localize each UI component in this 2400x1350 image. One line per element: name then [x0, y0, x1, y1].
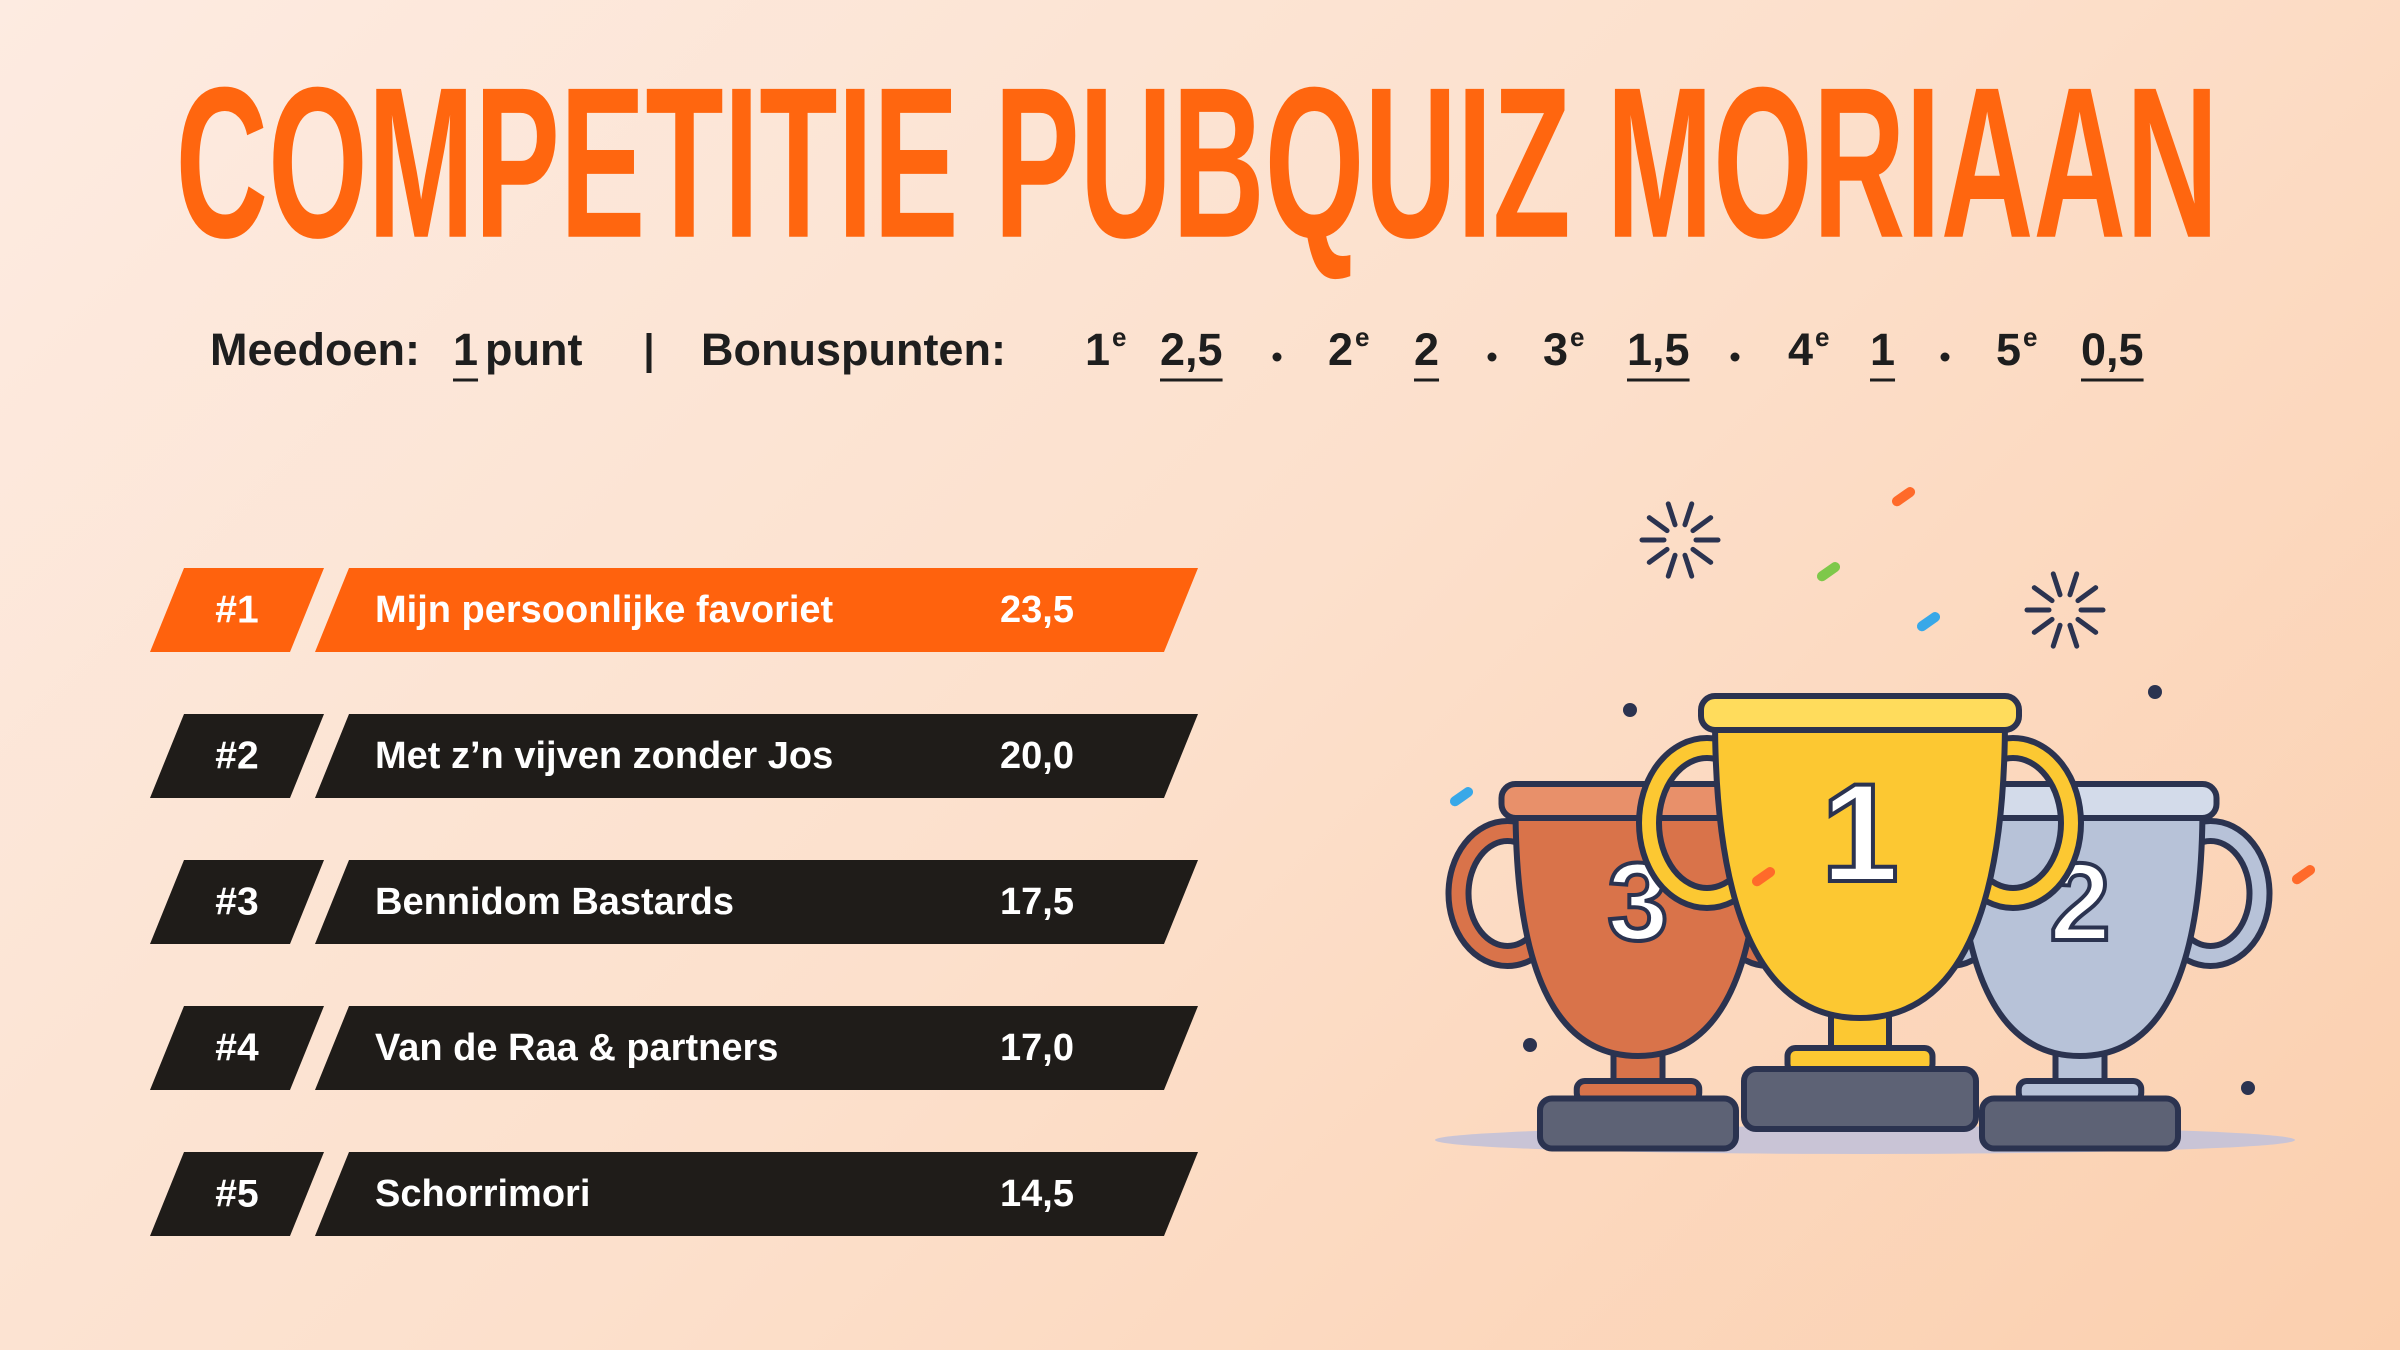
dot [1623, 703, 1637, 717]
team-name: Schorrimori [375, 1173, 590, 1215]
sparkle [2075, 616, 2099, 635]
place-suffix: e [2023, 322, 2037, 352]
confetti [1449, 787, 1474, 807]
dot [1523, 1038, 1537, 1052]
rank: #1 [215, 588, 258, 631]
bonus-points: 2 [1414, 324, 1439, 375]
participation-points: 1 [453, 324, 478, 375]
rank-badge [150, 714, 324, 798]
place-suffix: e [1570, 322, 1584, 352]
trophy-number: 1 [1821, 754, 1899, 911]
rank: #4 [215, 1026, 259, 1069]
sparkle [1682, 552, 1695, 579]
score: 14,5 [1000, 1173, 1074, 1215]
confetti [1916, 612, 1941, 632]
plinth [1741, 1066, 1979, 1132]
sparkle [2031, 616, 2055, 635]
confetti [1891, 487, 1916, 507]
team-bar [315, 568, 1198, 652]
rank: #3 [215, 880, 258, 923]
sparkle [1682, 501, 1695, 528]
bonus-points: 0,5 [2081, 324, 2144, 375]
bonus-points: 1 [1870, 324, 1895, 375]
title: COMPETITIE PUBQUIZ MORIAAN [176, 42, 2219, 283]
rank: #5 [215, 1172, 258, 1215]
trophy: 1 [1636, 693, 2084, 1132]
place-suffix: e [1112, 322, 1126, 352]
team-name: Met z’n vijven zonder Jos [375, 735, 833, 777]
place-number: 5 [1996, 324, 2021, 375]
rank-badge [150, 1006, 324, 1090]
rank-badge [150, 1152, 324, 1236]
sparkle [2050, 571, 2063, 598]
place-number: 4 [1788, 324, 1813, 375]
rank-badge [150, 860, 324, 944]
sparkle [1646, 546, 1670, 565]
bonus-points: 1,5 [1627, 324, 1690, 375]
score: 20,0 [1000, 735, 1074, 777]
sparkle [2067, 571, 2080, 598]
confetti [1816, 562, 1841, 582]
bonus-points: 2,5 [1160, 324, 1223, 375]
team-name: Mijn persoonlijke favoriet [375, 589, 834, 631]
bonus-label: Bonuspunten: [701, 324, 1006, 375]
team-name: Bennidom Bastards [375, 881, 734, 923]
sparkle [1690, 546, 1714, 565]
score: 17,0 [1000, 1027, 1074, 1069]
sparkle [1665, 552, 1678, 579]
plinth [1979, 1095, 2181, 1152]
trophy: 2 [1887, 781, 2273, 1152]
place-number: 2 [1328, 324, 1353, 375]
confetti [1751, 867, 1776, 887]
team-bar [315, 1006, 1198, 1090]
sparkle [1665, 501, 1678, 528]
confetti [2291, 865, 2316, 885]
rank: #2 [215, 734, 258, 777]
rim [1698, 693, 2022, 733]
team-bar [315, 860, 1198, 944]
participation-unit: punt [485, 324, 582, 375]
sparkle [2075, 585, 2099, 604]
participation-label: Meedoen: [210, 324, 420, 375]
plinth [1537, 1095, 1739, 1152]
place-number: 1 [1085, 324, 1110, 375]
sparkle [1646, 515, 1670, 534]
separator-dot [1272, 352, 1282, 362]
team-bar [315, 1152, 1198, 1236]
sparkle [2050, 622, 2063, 649]
score: 23,5 [1000, 589, 1074, 631]
dot [2148, 685, 2162, 699]
team-bar [315, 714, 1198, 798]
score: 17,5 [1000, 881, 1074, 923]
separator-dot [1940, 352, 1950, 362]
sparkle [1690, 515, 1714, 534]
cup [1711, 715, 2009, 1022]
place-suffix: e [1815, 322, 1829, 352]
separator-dot [1730, 352, 1740, 362]
dot [2241, 1081, 2255, 1095]
place-number: 3 [1543, 324, 1568, 375]
sparkle [2031, 585, 2055, 604]
rank-badge [150, 568, 324, 652]
team-name: Van de Raa & partners [375, 1027, 778, 1069]
sparkle [2067, 622, 2080, 649]
separator-dot [1487, 352, 1497, 362]
trophy-illustration: 3 21 [1435, 487, 2316, 1154]
place-suffix: e [1355, 322, 1369, 352]
